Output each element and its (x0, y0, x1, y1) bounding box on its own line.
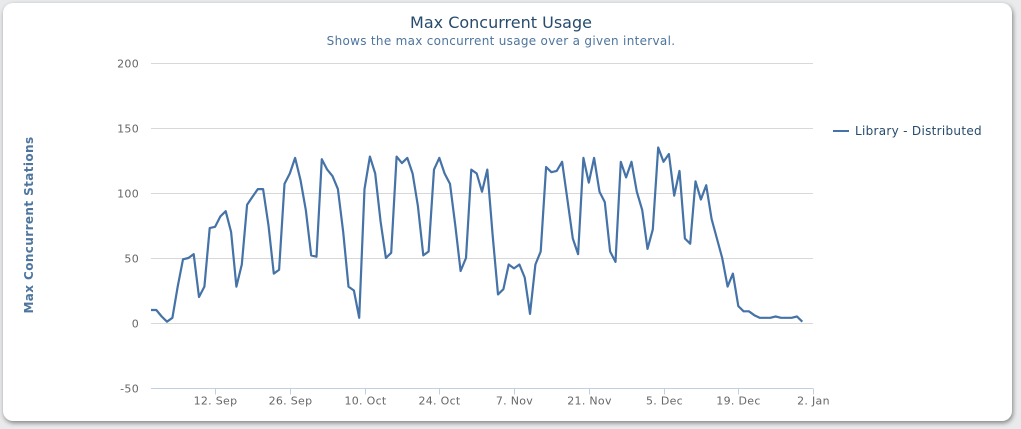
x-tick-label: 12. Sep (194, 395, 238, 408)
y-tick-label: 150 (117, 123, 139, 136)
series-line-0[interactable] (151, 146, 804, 323)
series-layer (151, 146, 804, 323)
y-tick-label: 100 (117, 188, 139, 201)
y-axis-ticks: 200 150 100 50 0 -50 (117, 58, 139, 396)
legend-series-label: Library - Distributed (855, 124, 982, 138)
y-tick-label: 50 (124, 253, 139, 266)
x-tick-label: 2. Jan (797, 395, 830, 408)
x-axis: 12. Sep 26. Sep 10. Oct 24. Oct 7. Nov 21. No… (151, 388, 830, 408)
chart-card: Max Concurrent Usage Shows the max concu… (3, 3, 1012, 421)
x-tick-label: 5. Dec (646, 395, 683, 408)
y-tick-label: -50 (120, 383, 139, 396)
x-tick-label: 21. Nov (567, 395, 612, 408)
x-tick-label: 19. Dec (716, 395, 760, 408)
line-chart: Max Concurrent Usage Shows the max concu… (22, 13, 982, 408)
y-axis-label: Max Concurrent Stations (22, 136, 36, 313)
x-tick-label: 7. Nov (496, 395, 533, 408)
x-tick-label: 24. Oct (418, 395, 460, 408)
x-tick-label: 10. Oct (344, 395, 386, 408)
x-tick-label: 26. Sep (269, 395, 313, 408)
chart-subtitle: Shows the max concurrent usage over a gi… (327, 34, 676, 48)
legend[interactable]: Library - Distributed (833, 124, 982, 138)
y-tick-label: 200 (117, 58, 139, 71)
chart-title: Max Concurrent Usage (410, 13, 592, 32)
y-tick-label: 0 (132, 318, 139, 331)
